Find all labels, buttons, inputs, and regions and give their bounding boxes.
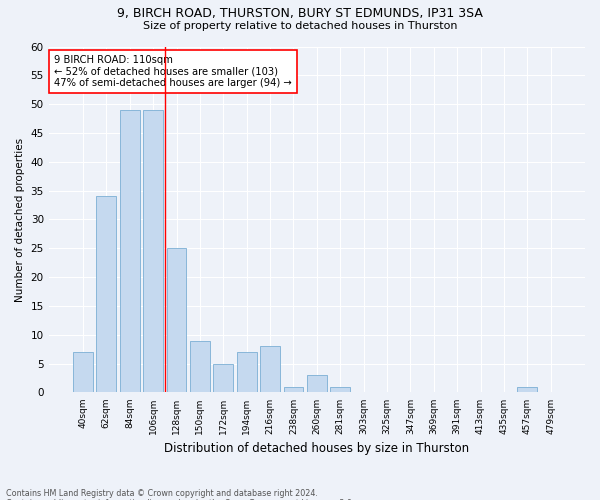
Text: Size of property relative to detached houses in Thurston: Size of property relative to detached ho… (143, 21, 457, 31)
Bar (167, 248, 187, 392)
Bar (97, 196, 116, 392)
Bar (143, 110, 163, 393)
X-axis label: Distribution of detached houses by size in Thurston: Distribution of detached houses by size … (164, 442, 469, 455)
Bar (307, 375, 327, 392)
Text: Contains HM Land Registry data © Crown copyright and database right 2024.: Contains HM Land Registry data © Crown c… (6, 488, 318, 498)
Bar (237, 352, 257, 393)
Text: Contains public sector information licensed under the Open Government Licence v3: Contains public sector information licen… (6, 498, 355, 500)
Bar (73, 352, 93, 393)
Text: 9, BIRCH ROAD, THURSTON, BURY ST EDMUNDS, IP31 3SA: 9, BIRCH ROAD, THURSTON, BURY ST EDMUNDS… (117, 8, 483, 20)
Bar (284, 386, 304, 392)
Bar (517, 386, 537, 392)
Y-axis label: Number of detached properties: Number of detached properties (15, 138, 25, 302)
Bar (214, 364, 233, 392)
Text: 9 BIRCH ROAD: 110sqm
← 52% of detached houses are smaller (103)
47% of semi-deta: 9 BIRCH ROAD: 110sqm ← 52% of detached h… (54, 55, 292, 88)
Bar (330, 386, 350, 392)
Bar (190, 340, 210, 392)
Bar (260, 346, 280, 393)
Bar (120, 110, 140, 393)
